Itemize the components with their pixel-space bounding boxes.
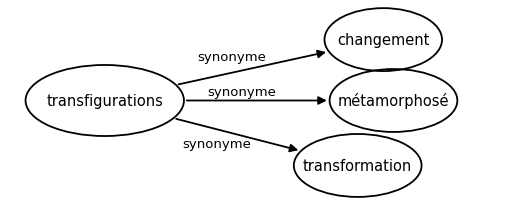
Text: changement: changement [337,33,429,48]
Text: synonyme: synonyme [207,85,276,98]
Text: synonyme: synonyme [182,138,251,150]
Text: transformation: transformation [303,158,412,173]
Text: transfigurations: transfigurations [47,94,163,108]
Text: métamorphosé: métamorphosé [338,93,449,109]
Text: synonyme: synonyme [198,50,266,63]
